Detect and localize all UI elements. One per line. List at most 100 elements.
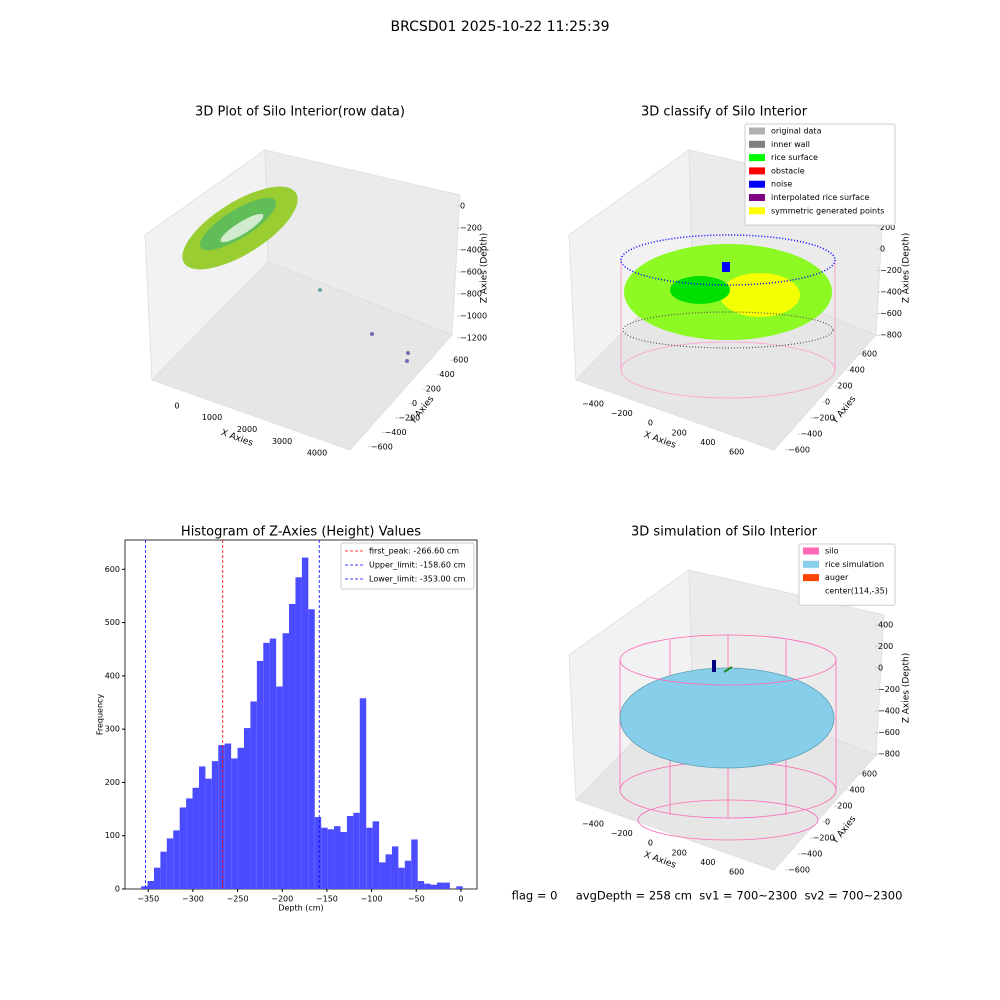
- x-tick-label: 0: [648, 419, 653, 428]
- bar: [166, 838, 174, 889]
- bar: [346, 816, 354, 889]
- legend-swatch: [749, 207, 765, 215]
- x-tick-label: 1000: [202, 413, 222, 422]
- legend-swatch: [749, 127, 765, 135]
- panel-title: 3D Plot of Silo Interior(row data): [195, 105, 405, 120]
- bar: [282, 633, 290, 889]
- x-tick-label: −400: [582, 399, 604, 408]
- y-tick-label: −200: [398, 413, 420, 422]
- x-tick-label: 200: [672, 848, 687, 857]
- y-tick-label: 200: [837, 802, 852, 811]
- x-tick-label: 4000: [307, 449, 327, 458]
- x-tick-label: −100: [361, 895, 383, 904]
- y-tick-label: 500: [105, 618, 120, 627]
- y-axis-label: Frequency: [96, 694, 105, 736]
- panel-title: Histogram of Z-Axies (Height) Values: [181, 525, 421, 540]
- bar: [334, 826, 341, 889]
- y-tick-label: 400: [439, 370, 454, 379]
- legend-box: [340, 542, 475, 590]
- bar: [186, 798, 193, 889]
- z-tick-label: −400: [878, 707, 900, 716]
- bar: [147, 881, 154, 889]
- y-tick-label: −600: [371, 442, 393, 451]
- z-tick-label: −800: [460, 290, 482, 299]
- panel-title: 3D classify of Silo Interior: [641, 105, 808, 120]
- x-tick-label: 0: [648, 839, 653, 848]
- bar: [424, 883, 431, 889]
- z-tick-label: −800: [880, 331, 902, 340]
- bar: [436, 882, 444, 889]
- x-axis-label: Depth (cm): [278, 904, 323, 913]
- legend-label: center(114,-35): [825, 586, 888, 595]
- x-tick-label: 400: [700, 438, 715, 447]
- legend-swatch: [749, 180, 765, 188]
- x-tick-label: 200: [672, 428, 687, 437]
- z-tick-label: 400: [878, 620, 893, 629]
- x-tick-label: 2000: [237, 425, 257, 434]
- z-tick-label: 0: [460, 202, 465, 211]
- legend-swatch: [803, 547, 819, 555]
- legend-swatch: [749, 194, 765, 201]
- x-tick-label: 600: [729, 448, 744, 457]
- y-tick-label: −200: [813, 834, 835, 843]
- bar: [301, 557, 309, 889]
- bar: [314, 817, 322, 889]
- bar: [327, 829, 335, 889]
- legend-label: Lower_limit: -353.00 cm: [369, 575, 466, 584]
- x-tick-label: −200: [271, 895, 293, 904]
- y-tick-label: 400: [105, 671, 120, 680]
- bar: [443, 882, 450, 889]
- legend-label: Upper_limit: -158.60 cm: [369, 561, 466, 570]
- legend-label: original data: [771, 127, 822, 136]
- y-tick-label: 0: [825, 398, 830, 407]
- bar: [398, 867, 405, 889]
- y-tick-label: 200: [426, 385, 441, 394]
- bar: [269, 638, 277, 889]
- y-tick-label: −400: [385, 428, 407, 437]
- z-tick-label: −1200: [460, 334, 487, 343]
- legend-label: first_peak: -266.60 cm: [369, 547, 459, 556]
- bar: [160, 851, 167, 889]
- legend-swatch: [803, 587, 819, 595]
- y-tick-label: 100: [105, 831, 120, 840]
- legend-label: symmetric generated points: [771, 206, 884, 215]
- bar: [211, 761, 219, 889]
- bar: [263, 642, 270, 889]
- suptitle: BRCSD01 2025-10-22 11:25:39: [390, 19, 609, 35]
- z-axis-label: Z Axies (Depth): [480, 233, 490, 304]
- x-tick-label: −350: [137, 895, 159, 904]
- bar: [173, 830, 180, 889]
- bar: [276, 686, 283, 889]
- y-tick-label: 400: [850, 366, 865, 375]
- y-tick-label: 600: [862, 350, 877, 359]
- legend-label: rice surface: [771, 153, 818, 162]
- bar: [256, 660, 264, 889]
- bar: [340, 831, 347, 889]
- x-tick-label: 600: [729, 868, 744, 877]
- x-tick-label: 0: [458, 895, 463, 904]
- y-tick-label: 600: [105, 565, 120, 574]
- bar: [153, 867, 161, 889]
- z-tick-label: 200: [880, 223, 895, 232]
- legend-swatch: [749, 140, 765, 148]
- z-tick-label: −400: [880, 288, 902, 297]
- bar: [456, 886, 463, 889]
- y-tick-label: 0: [412, 399, 417, 408]
- bar: [372, 821, 380, 889]
- bar: [366, 827, 373, 889]
- bar: [308, 609, 315, 889]
- bar: [385, 854, 392, 889]
- y-tick-label: −400: [800, 430, 822, 439]
- z-tick-label: 200: [878, 642, 893, 651]
- bar: [244, 728, 251, 889]
- legend-swatch: [803, 574, 819, 582]
- y-tick-label: −200: [813, 414, 835, 423]
- legend-swatch: [749, 167, 765, 175]
- x-tick-label: 400: [700, 858, 715, 867]
- bar: [404, 860, 412, 889]
- panel-title: 3D simulation of Silo Interior: [631, 525, 818, 540]
- x-tick-label: −200: [611, 829, 633, 838]
- bar: [224, 743, 232, 889]
- classified-cloud: [620, 234, 836, 399]
